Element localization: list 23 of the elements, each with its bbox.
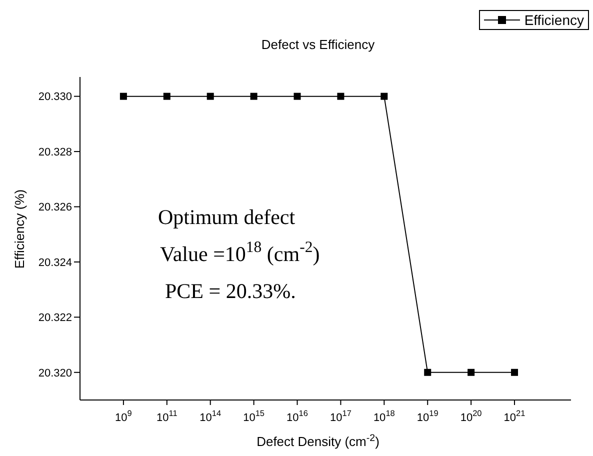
legend-label: Efficiency [524,12,584,28]
x-tick-label: 10$^{18}$ [373,409,396,424]
annotation: PCE = 20.33%. [165,279,296,303]
y-tick-label: 20.330 [38,91,72,104]
chart-title: Defect vs Efficiency [261,37,376,52]
x-tick-label: 10$^{9}$ [115,409,132,424]
x-tick-label: 10$^{19}$ [416,409,439,424]
x-tick-label: 10$^{17}$ [330,409,352,424]
y-tick-label: 20.324 [38,256,72,269]
x-tick-label: 10$^{21}$ [504,409,526,424]
annotation: Value =10$^{18}$ (cm$^{-2}$) [160,239,320,266]
x-tick-label: 10$^{16}$ [286,409,308,424]
y-tick-label: 20.326 [38,202,72,214]
y-tick-label: 20.320 [38,367,72,380]
y-tick-label: 20.328 [38,146,72,158]
x-tick-label: 10$^{11}$ [156,409,178,424]
x-tick-label: 10$^{15}$ [243,409,265,424]
x-axis-title: Defect Density (cm$^{-2}$) [256,433,380,449]
x-tick-label: 10$^{20}$ [460,409,482,424]
annotation: Optimum defect [158,205,296,229]
y-axis-title: Efficiency (%) [12,189,27,269]
x-tick-label: 10$^{14}$ [200,409,222,424]
y-tick-label: 20.322 [38,312,72,324]
